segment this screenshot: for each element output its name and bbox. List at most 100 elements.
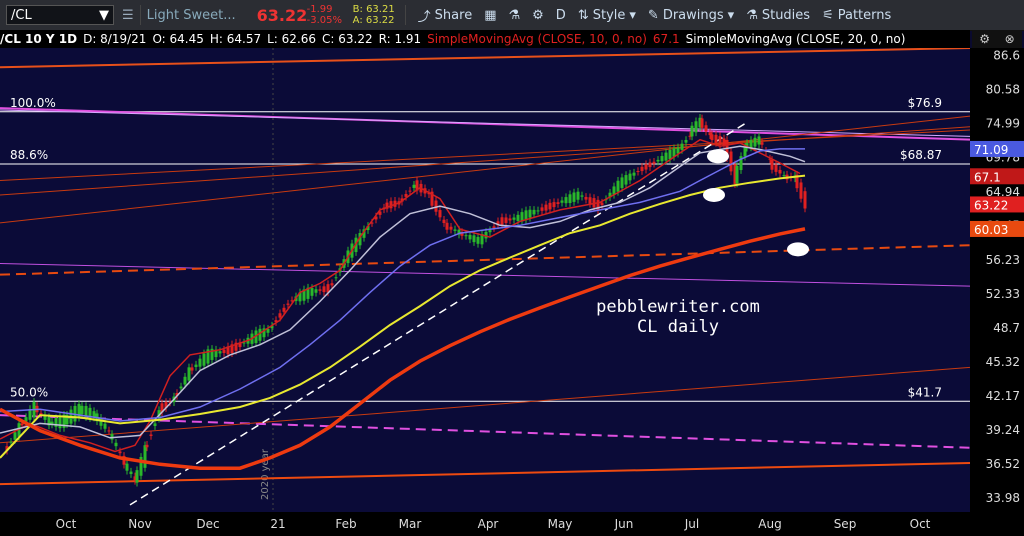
bid-value: B: 63.21 <box>352 4 395 15</box>
list-icon[interactable]: ☰ <box>122 7 134 23</box>
x-tick-label-11: Sep <box>834 517 857 531</box>
candle-body <box>54 418 58 427</box>
candle-body <box>710 134 714 141</box>
symbol-description: Light Sweet... <box>146 7 236 23</box>
chart-settings-button[interactable]: ▦ <box>478 8 502 23</box>
candle-body <box>496 221 500 226</box>
candle-body <box>190 367 194 371</box>
candle-body <box>50 421 54 425</box>
candle-body <box>139 456 143 476</box>
candle-body <box>492 226 496 229</box>
candle-body <box>290 300 294 302</box>
candle-body <box>404 194 408 197</box>
candle-body <box>84 406 88 417</box>
candle-body <box>39 413 43 415</box>
candle-body <box>445 222 449 230</box>
candle-body <box>484 231 488 239</box>
candle-body <box>668 149 672 160</box>
candle-body <box>286 303 290 305</box>
candle-body <box>143 445 147 468</box>
candle-body <box>782 175 786 177</box>
flask-button[interactable]: ⚗ <box>502 8 526 23</box>
patterns-button[interactable]: ⚟ Patterns <box>816 8 897 23</box>
candle-body <box>175 392 179 396</box>
chart-settings-icons: ⚙ ⊗ <box>972 30 1022 48</box>
candle-body <box>464 235 468 237</box>
price-badge-2 <box>970 196 1024 213</box>
candle-body <box>125 463 129 471</box>
symbol-selector[interactable]: /CL ▼ <box>6 5 114 25</box>
ma-line-2 <box>0 148 805 422</box>
drawings-label: Drawings <box>662 7 724 23</box>
style-button[interactable]: ⇅ Style ▾ <box>572 8 642 23</box>
price-badge-1 <box>970 168 1024 185</box>
candle-body <box>270 325 274 329</box>
candle-body <box>660 156 664 162</box>
gear-button[interactable]: ⚙ <box>526 8 550 23</box>
price-badge-text-3: 60.03 <box>974 223 1008 237</box>
studies-button[interactable]: ⚗ Studies <box>740 8 816 23</box>
candle-body <box>9 441 13 443</box>
share-button[interactable]: ⤴ Share <box>412 6 479 25</box>
gear-icon[interactable]: ⚙ <box>979 32 991 46</box>
candle-body <box>524 210 528 221</box>
candle-body <box>644 164 648 170</box>
patterns-icon: ⚟ <box>822 7 834 23</box>
study2-label[interactable]: SimpleMovingAvg (CLOSE, 20, 0, no) <box>685 32 906 46</box>
candle-body <box>612 186 616 195</box>
candle-body <box>688 135 692 137</box>
x-tick-label-3: 21 <box>270 517 285 531</box>
ma-line-4 <box>0 227 806 470</box>
y-tick-label-2: 74.99 <box>986 117 1020 131</box>
candle-body <box>449 226 453 230</box>
x-tick-label-5: Mar <box>399 517 422 531</box>
bar-close: C: 63.22 <box>322 32 373 46</box>
candle-body <box>222 349 226 353</box>
candle-body <box>476 236 480 244</box>
candle-body <box>430 191 434 206</box>
candle-body <box>92 411 96 418</box>
candle-body <box>608 192 612 198</box>
candle-body <box>480 233 484 245</box>
candle-body <box>5 446 9 451</box>
y-tick-label-0: 86.6 <box>993 49 1020 63</box>
candle-body <box>690 125 694 137</box>
candle-body <box>153 423 157 427</box>
candle-body <box>238 342 242 348</box>
candle-body <box>183 376 187 385</box>
candle-body <box>516 214 520 221</box>
candle-body <box>729 151 733 172</box>
fib-level-price-0: $76.9 <box>908 96 942 110</box>
candle-body <box>735 165 739 184</box>
fib-level-label-1: 88.6% <box>10 148 48 162</box>
flask-icon: ⚗ <box>508 7 521 23</box>
candle-body <box>427 192 431 195</box>
annotation-line1: pebblewriter.com <box>596 297 760 317</box>
candle-body <box>266 328 270 333</box>
ma-line-0 <box>0 138 801 453</box>
candle-body <box>99 417 103 426</box>
candle-body <box>572 192 576 202</box>
study1-label[interactable]: SimpleMovingAvg (CLOSE, 10, 0, no) <box>427 32 647 46</box>
candle-body <box>600 202 604 206</box>
gear-icon: ⚙ <box>532 7 544 23</box>
x-tick-label-12: Oct <box>910 517 931 531</box>
candle-body <box>704 125 708 132</box>
period-button[interactable]: D <box>550 8 572 23</box>
price-badge-text-2: 63.22 <box>974 198 1008 212</box>
y-tick-label-1: 80.58 <box>986 83 1020 97</box>
candle-body <box>254 330 258 344</box>
flask-icon: ⚗ <box>746 7 758 23</box>
candle-body <box>684 139 688 143</box>
x-tick-label-10: Aug <box>758 517 781 531</box>
drawings-button[interactable]: ✎ Drawings ▾ <box>642 8 740 23</box>
candle-body <box>694 121 698 133</box>
candle-body <box>298 292 302 302</box>
candle-body <box>536 210 540 212</box>
close-icon[interactable]: ⊗ <box>1004 32 1015 46</box>
change-value: -1.99 <box>306 4 333 15</box>
fib-level-label-0: 100.0% <box>10 96 56 110</box>
candle-body <box>698 117 702 128</box>
share-icon: ⤴ <box>417 9 431 25</box>
